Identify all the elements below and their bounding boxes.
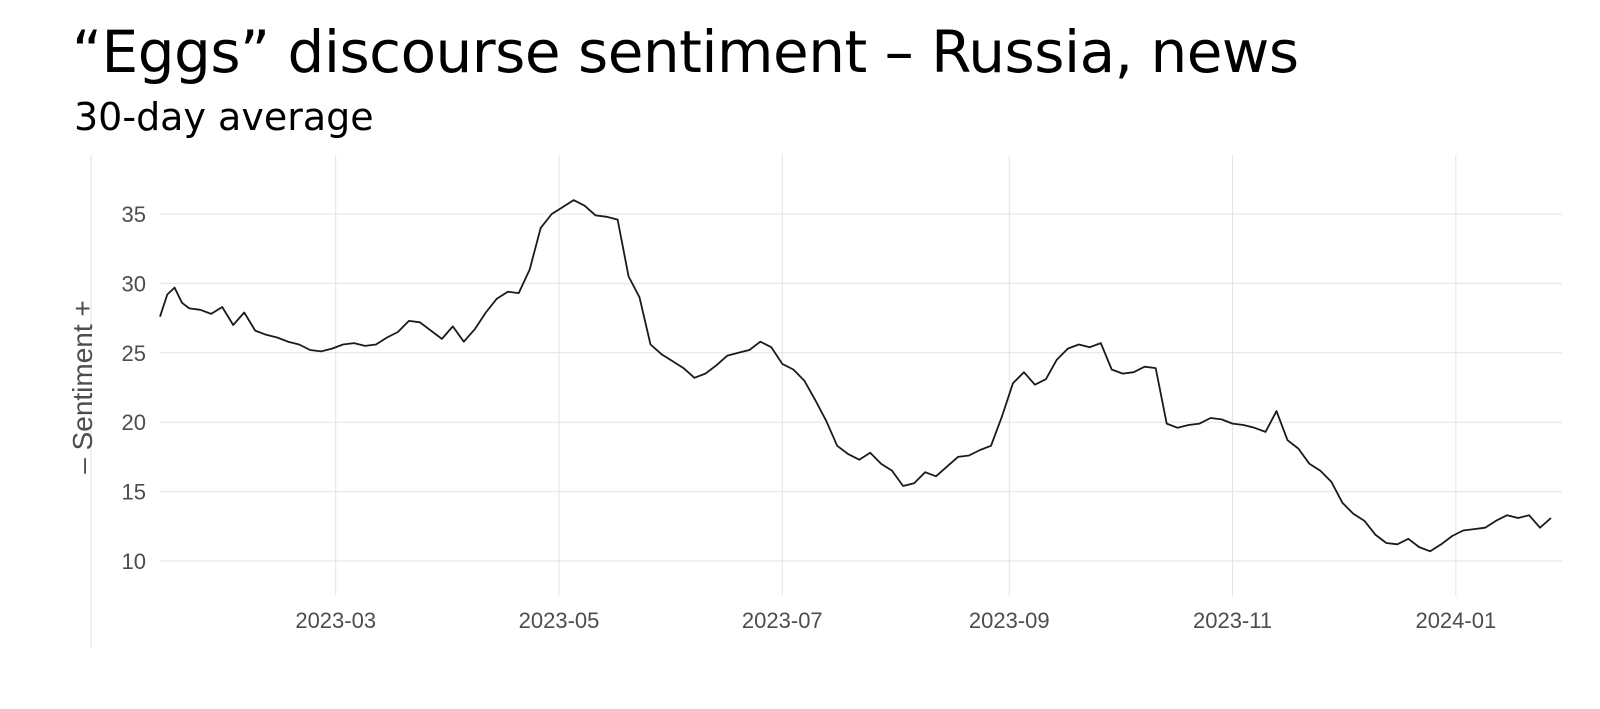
x-axis-ticks: 2023-03 2023-05 2023-07 2023-09 2023-11 2024-… bbox=[295, 608, 1496, 633]
y-tick-label: 25 bbox=[122, 341, 146, 366]
x-tick-label: 2023-09 bbox=[969, 608, 1050, 633]
sentiment-line bbox=[159, 199, 1552, 553]
chart-subtitle: 30-day average bbox=[74, 95, 374, 139]
y-axis-ticks: 10 15 20 25 30 35 bbox=[122, 202, 146, 574]
x-tick-label: 2024-01 bbox=[1415, 608, 1496, 633]
grid bbox=[160, 155, 1562, 596]
x-tick-label: 2023-11 bbox=[1193, 608, 1272, 633]
y-axis-title: – Sentiment + bbox=[67, 300, 98, 474]
x-tick-label: 2023-07 bbox=[742, 608, 823, 633]
y-tick-label: 35 bbox=[122, 202, 146, 227]
x-tick-label: 2023-03 bbox=[295, 608, 376, 633]
x-tick-label: 2023-05 bbox=[519, 608, 600, 633]
y-tick-label: 30 bbox=[122, 271, 146, 296]
y-tick-label: 15 bbox=[122, 480, 146, 505]
chart-title: “Eggs” discourse sentiment – Russia, new… bbox=[72, 18, 1299, 86]
y-tick-label: 10 bbox=[122, 549, 146, 574]
y-tick-label: 20 bbox=[122, 410, 146, 435]
